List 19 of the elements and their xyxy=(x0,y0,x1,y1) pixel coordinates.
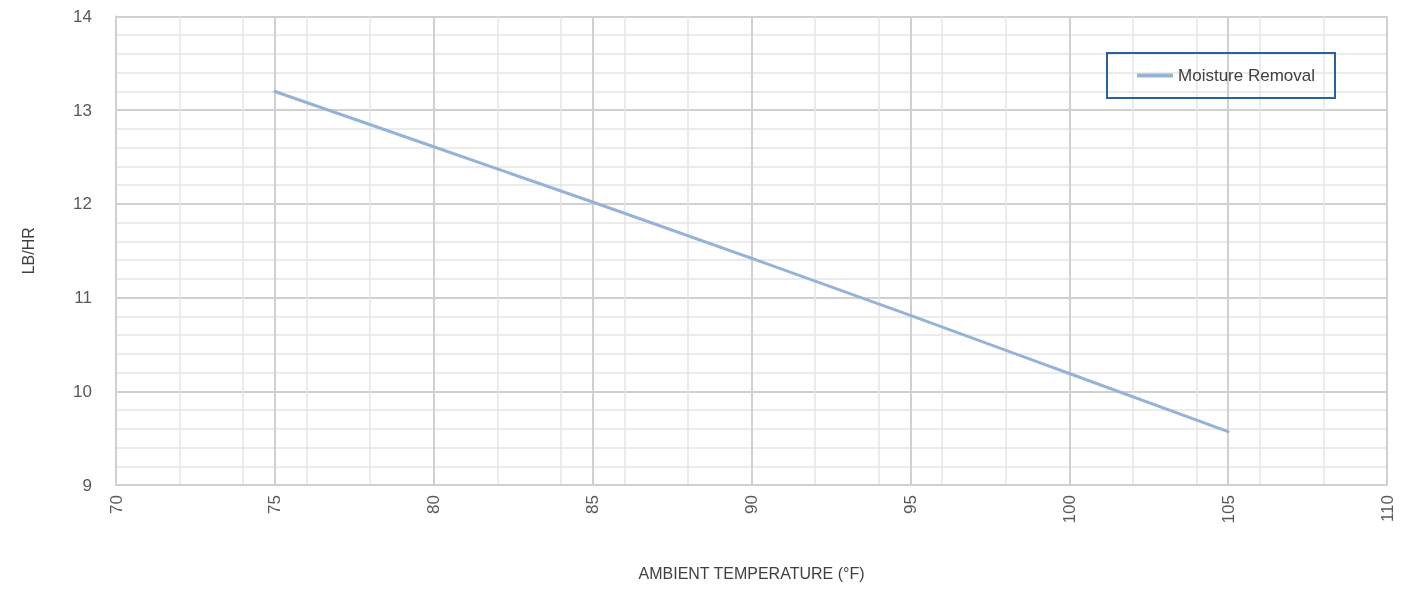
x-axis-title: AMBIENT TEMPERATURE (°F) xyxy=(638,564,865,582)
x-tick-label: 95 xyxy=(900,495,920,514)
x-tick-label: 90 xyxy=(742,495,761,514)
y-tick-label: 13 xyxy=(73,100,92,120)
y-tick-label: 11 xyxy=(74,288,92,308)
x-tick-label: 75 xyxy=(265,495,285,514)
x-tick-label: 85 xyxy=(583,495,603,514)
x-tick-label: 105 xyxy=(1218,495,1238,524)
y-tick-label: 14 xyxy=(73,7,92,26)
x-tick-label: 80 xyxy=(424,495,444,514)
x-tick-label: 100 xyxy=(1059,495,1079,524)
y-axis-title: LB/HR xyxy=(19,227,37,275)
x-tick-label: 110 xyxy=(1377,495,1397,523)
y-tick-label: 9 xyxy=(82,475,92,495)
line-series xyxy=(273,89,1230,434)
y-tick-label: 12 xyxy=(73,194,92,214)
legend-label: Moisture Removal xyxy=(1178,66,1316,85)
x-tick-label: 70 xyxy=(106,495,126,514)
y-tick-label: 10 xyxy=(73,381,92,401)
